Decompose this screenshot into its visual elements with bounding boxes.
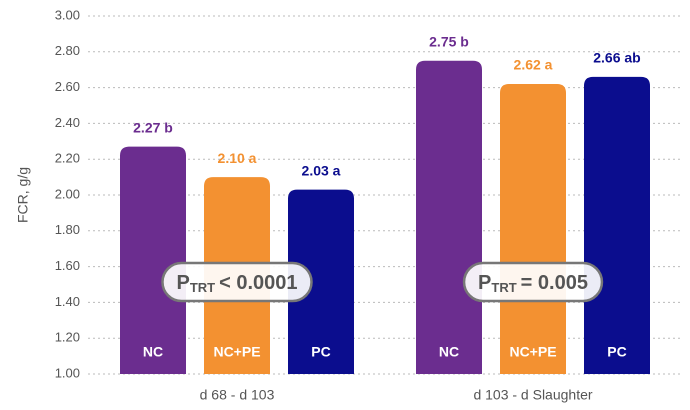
- annotation-box: [161, 261, 313, 303]
- x-tick-label: d 68 - d 103: [200, 387, 275, 403]
- bar: [500, 84, 566, 375]
- annotation-label: P: [176, 272, 189, 294]
- series-label: NC: [439, 344, 459, 360]
- bar: [584, 76, 650, 375]
- series-label: NC+PE: [509, 344, 556, 360]
- series-label: NC+PE: [213, 344, 260, 360]
- annotation-subscript: TRT: [190, 280, 215, 295]
- y-tick-label: 1.80: [55, 222, 80, 237]
- y-tick-label: 1.00: [55, 365, 80, 380]
- annotation-text: PTRT = 0.005: [478, 272, 588, 295]
- p-value-annotation: PTRT = 0.005: [462, 261, 604, 303]
- value-label: 2.27 b: [133, 119, 173, 135]
- y-tick-label: 2.00: [55, 186, 80, 201]
- value-label: 2.66 ab: [593, 50, 640, 66]
- annotation-subscript: TRT: [491, 280, 516, 295]
- annotation-value: = 0.005: [521, 272, 588, 294]
- y-tick-label: 2.80: [55, 43, 80, 58]
- x-tick-label: d 103 - d Slaughter: [473, 387, 592, 403]
- y-tick-label: 1.40: [55, 294, 80, 309]
- series-label: PC: [607, 344, 626, 360]
- y-tick-label: 2.20: [55, 151, 80, 166]
- bar: [288, 189, 354, 374]
- value-label: 2.10 a: [218, 150, 257, 166]
- y-tick-label: 2.60: [55, 79, 80, 94]
- value-label: 2.03 a: [302, 162, 341, 178]
- y-tick-label: 3.00: [55, 7, 80, 22]
- annotation-label: P: [478, 272, 491, 294]
- p-value-annotation: PTRT < 0.0001: [161, 261, 313, 303]
- y-tick-label: 1.60: [55, 258, 80, 273]
- annotation-box: [462, 261, 604, 303]
- y-tick-label: 1.20: [55, 330, 80, 345]
- bar: [416, 60, 482, 374]
- y-tick-label: 2.40: [55, 115, 80, 130]
- annotation-text: PTRT < 0.0001: [176, 272, 297, 295]
- bar: [120, 146, 186, 374]
- series-label: PC: [311, 344, 330, 360]
- annotation-value: < 0.0001: [219, 272, 297, 294]
- series-label: NC: [143, 344, 163, 360]
- value-label: 2.62 a: [514, 57, 553, 73]
- value-label: 2.75 b: [429, 33, 469, 49]
- y-axis-label: FCR, g/g: [15, 167, 31, 223]
